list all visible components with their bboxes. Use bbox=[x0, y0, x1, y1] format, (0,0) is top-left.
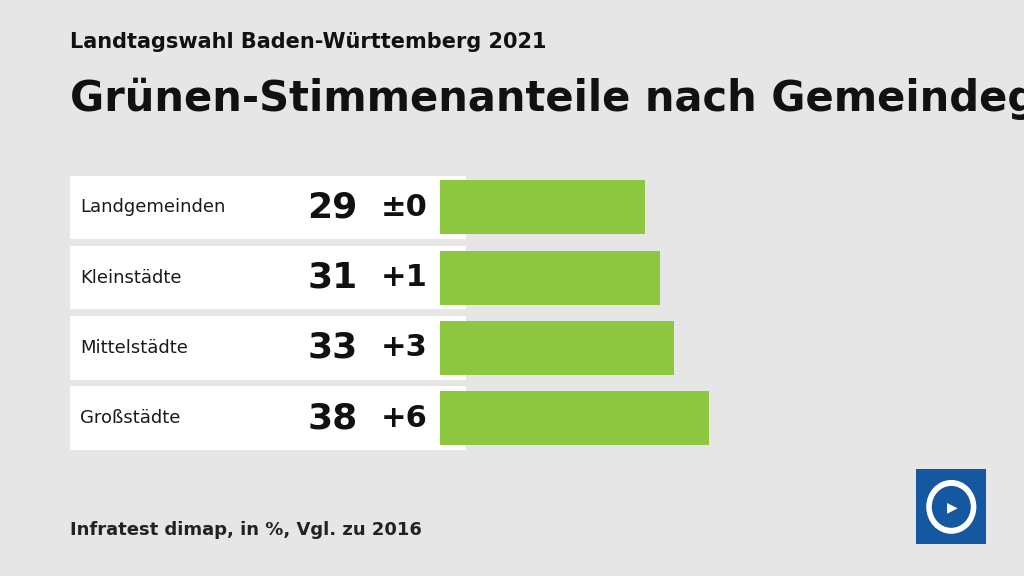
FancyBboxPatch shape bbox=[70, 316, 466, 380]
Text: Mittelstädte: Mittelstädte bbox=[80, 339, 187, 357]
FancyBboxPatch shape bbox=[440, 321, 674, 375]
Text: ▶: ▶ bbox=[947, 500, 958, 514]
FancyBboxPatch shape bbox=[70, 176, 466, 239]
FancyBboxPatch shape bbox=[440, 391, 709, 445]
FancyBboxPatch shape bbox=[70, 386, 466, 450]
Text: ±0: ±0 bbox=[381, 193, 428, 222]
FancyBboxPatch shape bbox=[440, 180, 645, 234]
Text: 33: 33 bbox=[307, 331, 358, 365]
Circle shape bbox=[927, 480, 976, 534]
Text: 31: 31 bbox=[307, 260, 358, 295]
Circle shape bbox=[932, 486, 971, 528]
Text: +3: +3 bbox=[381, 334, 428, 362]
Text: 29: 29 bbox=[307, 190, 358, 225]
Text: Großstädte: Großstädte bbox=[80, 409, 180, 427]
FancyBboxPatch shape bbox=[914, 467, 988, 547]
Text: Landgemeinden: Landgemeinden bbox=[80, 198, 225, 217]
Text: Kleinstädte: Kleinstädte bbox=[80, 268, 181, 287]
Text: +1: +1 bbox=[381, 263, 428, 292]
FancyBboxPatch shape bbox=[440, 251, 659, 305]
Text: 38: 38 bbox=[307, 401, 358, 435]
Text: Infratest dimap, in %, Vgl. zu 2016: Infratest dimap, in %, Vgl. zu 2016 bbox=[70, 521, 422, 539]
FancyBboxPatch shape bbox=[70, 246, 466, 309]
Text: +6: +6 bbox=[381, 404, 428, 433]
Text: Landtagswahl Baden-Württemberg 2021: Landtagswahl Baden-Württemberg 2021 bbox=[70, 32, 546, 52]
Text: Grünen-Stimmenanteile nach Gemeindegrößen: Grünen-Stimmenanteile nach Gemeindegröße… bbox=[70, 78, 1024, 120]
